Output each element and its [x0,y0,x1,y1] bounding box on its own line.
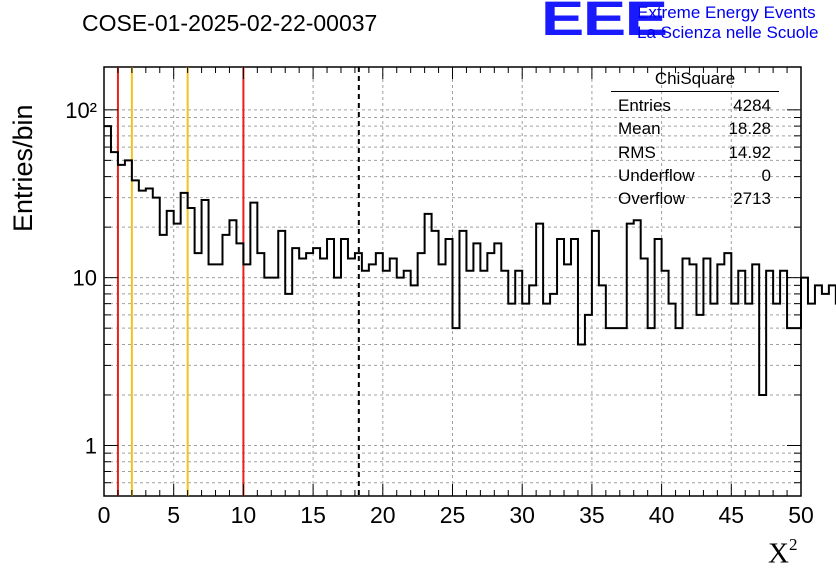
x-tick-label: 15 [300,502,326,528]
histogram-series [104,125,836,396]
stats-box: ChiSquare Entries 4284 Mean 18.28 RMS 14… [611,67,779,210]
stats-label: Mean [618,119,661,139]
stats-value: 2713 [733,189,771,209]
y-tick-label: 10 [73,266,97,291]
stats-title: ChiSquare [611,67,779,92]
y-tick-label: 1 [85,433,97,458]
tick-labels: 0 5 10 15 20 25 30 35 40 45 50 1 10 10² [65,98,814,528]
x-tick-label: 50 [788,502,814,528]
x-tick-label: 35 [579,502,605,528]
stats-row-mean: Mean 18.28 [611,117,779,140]
stats-value: 4284 [733,96,771,115]
logo-line-2: La Scienza nelle Scuole [637,23,819,42]
stats-label: Overflow [618,189,686,209]
x-tick-label: 20 [370,502,396,528]
x-tick-label: 0 [98,502,111,528]
x-axis-label: X2 [768,535,798,571]
eee-logo-mark: EEE [541,0,668,46]
stats-row-underflow: Underflow 0 [611,164,779,187]
x-tick-label: 45 [719,502,745,528]
stats-row-overflow: Overflow 2713 [611,187,779,210]
axis-ticks [103,67,802,497]
stats-label: RMS [618,142,656,162]
x-tick-label: 10 [231,502,257,528]
stats-row-rms: RMS 14.92 [611,141,779,164]
stats-value: 18.28 [728,119,771,139]
x-axis-label-superscript: 2 [788,535,798,554]
stats-value: 14.92 [728,142,771,162]
eee-logo: EEE Extreme Energy Events La Scienza nel… [541,0,836,50]
y-axis-label: Entries/bin [8,104,38,232]
histogram-line [104,125,836,396]
x-axis-label-base: X [768,537,789,570]
x-tick-label: 25 [440,502,466,528]
plot-title: COSE-01-2025-02-22-00037 [82,10,378,36]
reference-lines [116,67,360,496]
stats-label: Entries [618,96,671,115]
grid-lines [104,67,801,496]
stats-value: 0 [761,165,771,185]
x-tick-label: 5 [167,502,180,528]
stats-row-entries: Entries 4284 [611,94,779,117]
x-tick-label: 30 [509,502,535,528]
x-tick-label: 40 [649,502,675,528]
logo-line-1: Extreme Energy Events [637,3,816,22]
stats-label: Underflow [618,165,695,185]
y-tick-label: 10² [65,98,97,123]
